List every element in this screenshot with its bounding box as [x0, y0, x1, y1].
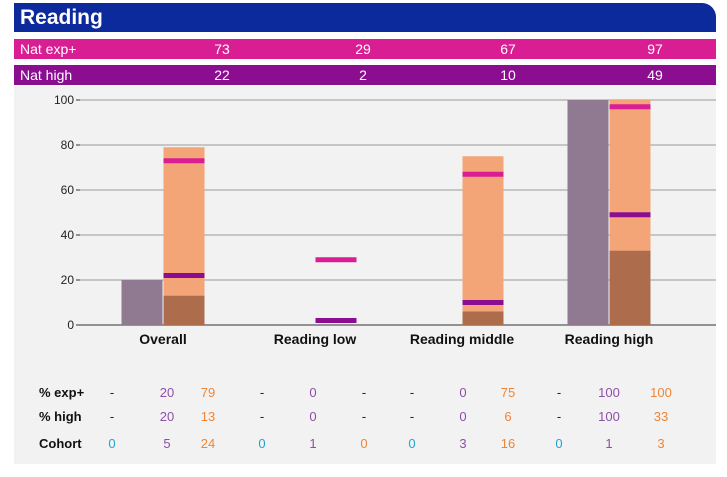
stats-cell: -: [259, 409, 265, 424]
nat-exp-marker: [462, 171, 504, 177]
nat-high-marker: [462, 300, 504, 305]
stats-cell: 0: [309, 385, 317, 400]
stats-cell: 100: [650, 385, 672, 400]
section-title: Reading: [14, 3, 716, 32]
nat-exp-value: 73: [214, 41, 230, 57]
exp-bar: [462, 156, 504, 325]
stats-cell: 0: [360, 436, 368, 451]
high-bar: [462, 311, 504, 325]
y-tick-label: 100: [54, 93, 74, 107]
stats-cell: -: [109, 385, 115, 400]
stats-cell: 20: [159, 409, 175, 424]
stats-cell: 1: [605, 436, 613, 451]
bar-chart: 0 20 40 60 80 100 Overall Reading low Reading mi…: [54, 93, 716, 347]
chart-panel: 0 20 40 60 80 100 Overall Reading low Reading mi…: [14, 86, 716, 464]
nat-high-value: 2: [359, 67, 367, 83]
high-bar: [609, 250, 651, 325]
category-label: Reading middle: [410, 331, 514, 347]
stats-cell: -: [109, 409, 115, 424]
nat-high-marker: [315, 318, 357, 323]
stats-cell: -: [361, 409, 367, 424]
category-label: Overall: [139, 331, 186, 347]
stats-row-label: Cohort: [39, 436, 82, 451]
nat-exp-value: 29: [355, 41, 371, 57]
stats-row-label: % exp+: [39, 385, 85, 400]
stats-cell: 79: [200, 385, 216, 400]
stats-cell: -: [556, 409, 562, 424]
nat-exp-value: 67: [500, 41, 516, 57]
nat-high-marker: [163, 273, 205, 278]
stats-cell: -: [409, 385, 415, 400]
stats-cell: 3: [657, 436, 665, 451]
school-bar: [121, 280, 163, 325]
stats-cell: 24: [200, 436, 216, 451]
stats-cell: 20: [159, 385, 175, 400]
stats-cell: 1: [309, 436, 317, 451]
nat-high-value: 49: [647, 67, 663, 83]
nat-high-value: 22: [214, 67, 230, 83]
exp-bar: [163, 147, 205, 325]
nat-high-marker: [609, 212, 651, 218]
stats-cell: 13: [200, 409, 216, 424]
stats-cell: 0: [108, 436, 116, 451]
category-label: Reading high: [565, 331, 654, 347]
stats-cell: 0: [555, 436, 563, 451]
stats-cell: 5: [163, 436, 171, 451]
nat-high-value: 10: [500, 67, 516, 83]
stats-cell: 75: [500, 385, 516, 400]
stats-cell: 3: [459, 436, 467, 451]
stats-cell: -: [556, 385, 562, 400]
nat-high-label: Nat high: [20, 67, 73, 83]
stats-cell: 0: [309, 409, 317, 424]
y-tick-label: 0: [67, 318, 74, 332]
stats-row-label: % high: [39, 409, 82, 424]
stats-cell: 0: [408, 436, 416, 451]
category-label: Reading low: [274, 331, 357, 347]
nat-exp-marker: [163, 158, 205, 164]
stats-cell: 0: [459, 409, 467, 424]
stats-cell: 33: [653, 409, 669, 424]
stats-cell: 0: [459, 385, 467, 400]
school-bar: [567, 100, 609, 325]
high-bar: [163, 295, 205, 325]
y-tick-label: 40: [61, 228, 75, 242]
nat-exp-row: Nat exp+ 73 29 67 97: [14, 39, 716, 59]
nat-exp-label: Nat exp+: [20, 41, 77, 57]
stats-cell: 100: [598, 385, 620, 400]
stats-cell: 100: [598, 409, 620, 424]
nat-exp-marker: [315, 257, 357, 263]
nat-exp-marker: [609, 104, 651, 110]
y-tick-label: 80: [61, 138, 75, 152]
stats-cell: -: [361, 385, 367, 400]
y-tick-label: 20: [61, 273, 75, 287]
stats-cell: 16: [500, 436, 516, 451]
stats-cell: 6: [504, 409, 512, 424]
nat-high-row: Nat high 22 2 10 49: [14, 65, 716, 85]
stats-cell: 0: [258, 436, 266, 451]
nat-exp-value: 97: [647, 41, 663, 57]
stats-cell: -: [259, 385, 265, 400]
y-tick-label: 60: [61, 183, 75, 197]
stats-cell: -: [409, 409, 415, 424]
stats-table: % exp+ -20 79-0- -0 75-100 100% high -20 13-0- -…: [14, 380, 716, 464]
